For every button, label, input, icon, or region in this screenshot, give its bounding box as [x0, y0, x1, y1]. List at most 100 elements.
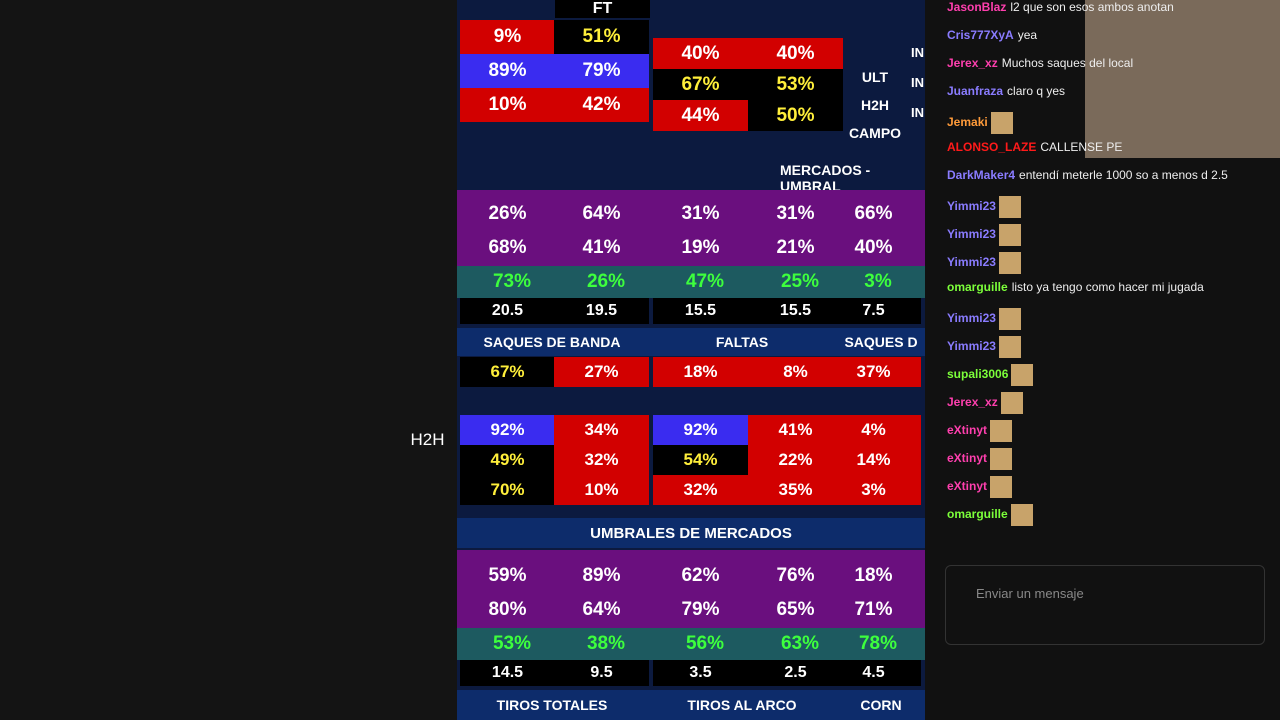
chat-message: Yimmi23: [947, 308, 1257, 332]
chat-user[interactable]: omarguille: [947, 280, 1008, 294]
stat-cell: 59%: [488, 565, 527, 586]
chat-message: supali3006: [947, 364, 1257, 388]
emote: [998, 224, 1021, 246]
chat-message: ALONSO_LAZE CALLENSE PE: [947, 140, 1257, 164]
stat-cell: 66%: [854, 203, 893, 224]
stat-cell: 27%: [554, 357, 649, 387]
row-label: ULT: [861, 69, 889, 85]
chat-message: omarguille listo ya tengo como hacer mi j…: [947, 280, 1257, 304]
chat-user[interactable]: Cris777XyA: [947, 28, 1014, 42]
section-header: TIROS AL ARCO: [647, 690, 837, 720]
emote: [998, 308, 1021, 330]
emote: [998, 196, 1021, 218]
chat-user[interactable]: Juanfraza: [947, 84, 1004, 98]
stat-cell: 71%: [854, 599, 893, 620]
chat-user[interactable]: eXtinyt: [947, 423, 988, 438]
stat-cell: 32%: [653, 475, 748, 505]
stat-cell: 50%: [748, 100, 843, 131]
stat-cell: 31%: [681, 203, 720, 224]
chat-user[interactable]: Jemaki: [947, 115, 988, 130]
stat-cell: 92%: [460, 415, 555, 445]
chat-user[interactable]: JasonBlaz: [947, 0, 1007, 14]
chat-message: Cris777XyA yea: [947, 28, 1257, 52]
section-header: SAQUES DE BANDA: [457, 328, 647, 356]
row-label: IN: [911, 74, 924, 90]
hit-rate: 3%: [864, 271, 892, 292]
threshold: 15.5: [653, 298, 748, 324]
chat-text: entendí meterle 1000 so a menos d 2.5: [1019, 168, 1228, 182]
header: FT: [555, 0, 650, 18]
stat-cell: 65%: [776, 599, 815, 620]
chat-message: Jemaki: [947, 112, 1257, 136]
chat-user[interactable]: eXtinyt: [947, 479, 988, 494]
stat-cell: 3%: [826, 475, 921, 505]
threshold: 3.5: [653, 660, 748, 686]
chat-input[interactable]: Enviar un mensaje: [945, 565, 1265, 645]
stats-panel: FT 9% 51% 89% 79% 10% 42% 40% 40% 67% 53% 44% 50% ULT…: [457, 0, 925, 720]
emote: [998, 336, 1021, 358]
chat-user[interactable]: ALONSO_LAZE: [947, 140, 1037, 154]
chat-message: JasonBlaz l2 que son esos ambos anotan: [947, 0, 1257, 24]
stat-cell: 44%: [653, 100, 748, 131]
hit-rate: 56%: [685, 633, 725, 654]
chat-user[interactable]: Yimmi23: [947, 339, 996, 354]
stat-cell: 10%: [554, 475, 649, 505]
emote: [1010, 504, 1033, 526]
chat-message: Yimmi23: [947, 252, 1257, 276]
chat-user[interactable]: Jerex_xz: [947, 395, 998, 410]
chat-user[interactable]: omarguille: [947, 507, 1008, 522]
stat-cell: 40%: [653, 38, 748, 69]
chat-user[interactable]: Yimmi23: [947, 227, 996, 242]
chat-user[interactable]: Yimmi23: [947, 255, 996, 270]
stat-cell: 67%: [460, 357, 555, 387]
hit-rate: 78%: [858, 633, 898, 654]
emote: [1011, 364, 1034, 386]
chat-message: Yimmi23: [947, 196, 1257, 220]
section-header: TIROS TOTALES: [457, 690, 647, 720]
hit-rate: 73%: [492, 271, 532, 292]
stat-cell: 42%: [554, 88, 649, 122]
stat-cell: 89%: [582, 565, 621, 586]
chat-text: listo ya tengo como hacer mi jugada: [1011, 280, 1204, 294]
chat-user[interactable]: eXtinyt: [947, 451, 988, 466]
emote: [990, 112, 1013, 134]
purple-band: [457, 190, 925, 270]
stat-cell: 64%: [582, 599, 621, 620]
chat-user[interactable]: Yimmi23: [947, 199, 996, 214]
webcam: [1085, 0, 1280, 158]
threshold: 14.5: [460, 660, 555, 686]
stat-cell: 62%: [681, 565, 720, 586]
stat-cell: 40%: [854, 237, 893, 258]
section-header: SAQUES D: [837, 328, 925, 356]
chat-user[interactable]: DarkMaker4: [947, 168, 1016, 182]
hit-band: [457, 266, 925, 298]
chat-message: Jerex_xz: [947, 392, 1257, 416]
chat-user[interactable]: Yimmi23: [947, 311, 996, 326]
stat-cell: 19%: [681, 237, 720, 258]
hit-rate: 25%: [780, 271, 820, 292]
stat-cell: 53%: [748, 69, 843, 100]
section-header: FALTAS: [647, 328, 837, 356]
hit-rate: 47%: [685, 271, 725, 292]
stat-cell: 89%: [460, 54, 555, 88]
chat-messages: JasonBlaz l2 que son esos ambos anotan Cri…: [947, 0, 1257, 532]
purple-band: [457, 550, 925, 628]
stat-cell: 4%: [826, 415, 921, 445]
chat-message: eXtinyt: [947, 448, 1257, 472]
hit-rate: 38%: [586, 633, 626, 654]
stat-cell: 80%: [488, 599, 527, 620]
chat-text: Muchos saques del local: [1001, 56, 1134, 70]
chat-text: yea: [1017, 28, 1038, 42]
chat-message: eXtinyt: [947, 420, 1257, 444]
section-title: UMBRALES DE MERCADOS: [457, 518, 925, 548]
stat-cell: 92%: [653, 415, 748, 445]
emote: [998, 252, 1021, 274]
chat-user[interactable]: Jerex_xz: [947, 56, 998, 70]
chat-message: Juanfraza claro q yes: [947, 84, 1257, 108]
hit-band: [457, 628, 925, 660]
stat-cell: 76%: [776, 565, 815, 586]
row-label: H2H: [860, 97, 889, 113]
chat-message: DarkMaker4 entendí meterle 1000 so a meno…: [947, 168, 1257, 192]
chat-user[interactable]: supali3006: [947, 367, 1009, 382]
stat-cell: 26%: [488, 203, 527, 224]
